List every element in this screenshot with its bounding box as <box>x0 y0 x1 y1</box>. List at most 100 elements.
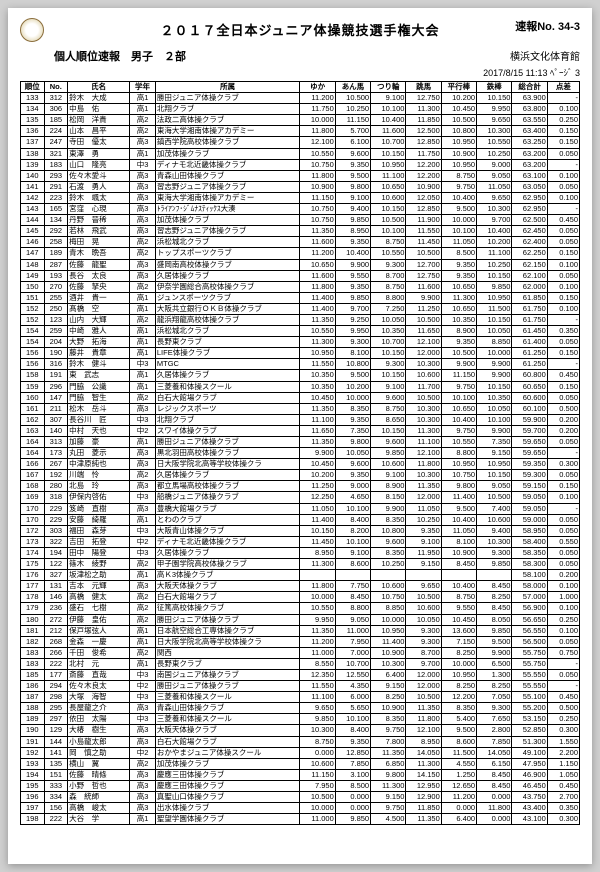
cell: 0.050 <box>547 237 579 248</box>
cell: 11.300 <box>406 104 441 115</box>
cell: 168 <box>21 481 45 492</box>
cell: 高3 <box>130 769 156 780</box>
cell: 173 <box>44 448 68 459</box>
cell: 9.350 <box>406 525 441 536</box>
cell: 小野 哲也 <box>68 780 130 791</box>
cell: 中3 <box>130 714 156 725</box>
cell: 10.600 <box>406 603 441 614</box>
cell: 高1 <box>130 625 156 636</box>
cell: 10.300 <box>406 403 441 414</box>
cell: 8.400 <box>335 725 370 736</box>
cell: 横山 翼 <box>68 758 130 769</box>
cell: 189 <box>21 714 45 725</box>
table-row: 185177斎藤 直哉中3南国ジュニア体操クラブ12.35012.5506.40… <box>21 669 580 680</box>
cell: 158 <box>21 370 45 381</box>
table-header-row: 順位No.氏名学年所属ゆかあん馬つり輪跳馬平行棒鉄棒総合計点差 <box>21 82 580 93</box>
cell: 229 <box>44 503 68 514</box>
cell: 56.500 <box>512 636 547 647</box>
cell: 吉田 拓登 <box>68 536 130 547</box>
cell: 大塚 海智 <box>68 692 130 703</box>
cell: 久居体操クラブ <box>155 270 300 281</box>
cell: 浜松城北クラブ <box>155 237 300 248</box>
table-row: 174194田中 陽登中3久居体操クラブ8.9509.1008.35011.95… <box>21 547 580 558</box>
cell: 9.300 <box>477 547 512 558</box>
cell: ディナモ北近畿体操クラブ <box>155 536 300 547</box>
cell: 10.400 <box>441 514 476 525</box>
cell: 10.150 <box>300 525 335 536</box>
cell: 8.550 <box>300 658 335 669</box>
cell: 55.100 <box>512 692 547 703</box>
cell: 322 <box>44 536 68 547</box>
cell: 7.950 <box>335 636 370 647</box>
cell: 高3 <box>130 181 156 192</box>
cell: 8.500 <box>335 780 370 791</box>
cell: 久居体操クラブ <box>155 547 300 558</box>
cell: 10.550 <box>441 437 476 448</box>
cell: 11.350 <box>300 403 335 414</box>
col-header: 所属 <box>155 82 300 93</box>
cell: 10.400 <box>335 248 370 259</box>
cell: 盛岡南高校体操クラブ <box>155 259 300 270</box>
cell: 佐藤 龍聖 <box>68 259 130 270</box>
cell: 11.600 <box>406 281 441 292</box>
cell: 58.000 <box>512 581 547 592</box>
cell: 55.200 <box>512 703 547 714</box>
cell: 179 <box>21 603 45 614</box>
cell: 183 <box>21 658 45 669</box>
cell: 196 <box>21 792 45 803</box>
table-row: 169318伊保内啓佑中3船橋ジュニア体操クラブ12.2504.6508.150… <box>21 492 580 503</box>
cell: 高1 <box>130 93 156 104</box>
cell: 156 <box>21 359 45 370</box>
cell: 佐々木良太 <box>68 681 130 692</box>
cell: 9.150 <box>406 559 441 570</box>
cell: 中島 佑 <box>68 104 130 115</box>
cell: 高2 <box>130 614 156 625</box>
cell: 47.950 <box>512 758 547 769</box>
cell: 9.750 <box>441 425 476 436</box>
cell: 9.350 <box>441 270 476 281</box>
cell: 10.000 <box>300 592 335 603</box>
cell: 9.500 <box>441 725 476 736</box>
cell: 152 <box>21 314 45 325</box>
cell: 8.450 <box>477 780 512 791</box>
table-row: 193135横山 翼高2加茂体操クラブ10.6007.8506.85011.30… <box>21 758 580 769</box>
cell: 10.100 <box>335 503 370 514</box>
table-row: 188295長屋龍之介高3青森山田体操クラブ9.6505.65010.90011… <box>21 703 580 714</box>
cell: 204 <box>44 337 68 348</box>
cell: 12.000 <box>406 669 441 680</box>
cell: 加茂体操クラブ <box>155 148 300 159</box>
cell: 14.050 <box>406 747 441 758</box>
cell: 高3 <box>130 204 156 215</box>
cell: 11.400 <box>300 514 335 525</box>
cell: 9.150 <box>371 681 406 692</box>
cell: 9.700 <box>406 658 441 669</box>
cell: 194 <box>44 547 68 558</box>
cell: 10.150 <box>371 204 406 215</box>
cell: 267 <box>44 459 68 470</box>
table-row: 163140中村 天也中2スワイ体操クラブ11.6507.35010.15011… <box>21 425 580 436</box>
cell: 10.000 <box>300 115 335 126</box>
cell: 211 <box>44 403 68 414</box>
cell: 58.100 <box>512 570 547 581</box>
cell: 高3 <box>130 259 156 270</box>
cell: 0.000 <box>335 792 370 803</box>
cell: 197 <box>21 803 45 814</box>
cell: 151 <box>44 769 68 780</box>
table-row: 181212保戸塚弦人高1日本航空総合工専体操クラブ11.35011.00010… <box>21 625 580 636</box>
cell: 6.400 <box>371 669 406 680</box>
cell: 247 <box>44 137 68 148</box>
cell: 62.000 <box>512 281 547 292</box>
cell: 5.400 <box>441 714 476 725</box>
cell: 10.500 <box>441 115 476 126</box>
cell: 186 <box>21 681 45 692</box>
cell: 11.800 <box>300 170 335 181</box>
cell: 11.850 <box>406 803 441 814</box>
cell: 10.000 <box>335 392 370 403</box>
cell: 63.800 <box>512 104 547 115</box>
cell: 9.850 <box>300 714 335 725</box>
cell: 甲子園学院高校体操クラブ <box>155 559 300 570</box>
cell: 高2 <box>130 592 156 603</box>
cell: - <box>547 314 579 325</box>
table-row: 141291石渡 勇人高3習志野ジュニア体操クラブ10.9009.80010.6… <box>21 181 580 192</box>
cell: 8.800 <box>335 603 370 614</box>
